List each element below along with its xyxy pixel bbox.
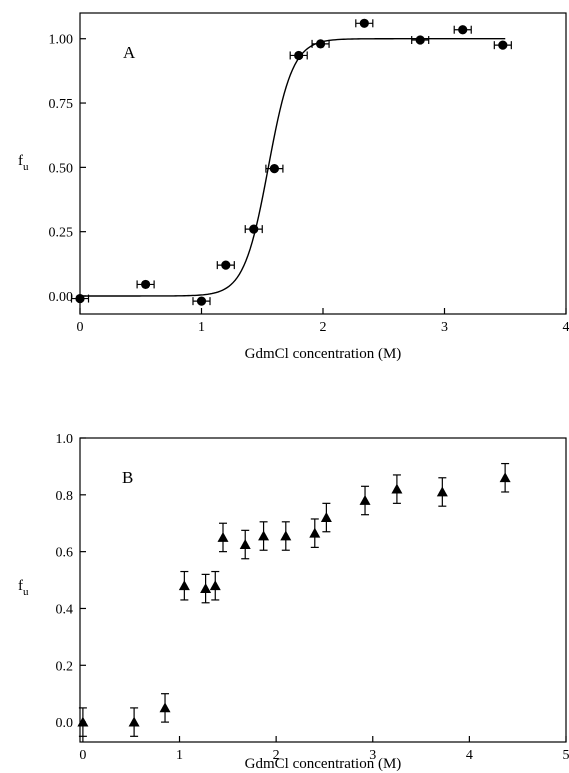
y-tick-label: 0.2	[56, 659, 74, 674]
data-point	[294, 50, 304, 61]
x-tick-label: 4	[466, 748, 473, 763]
x-tick-label: 2	[320, 320, 327, 335]
data-point	[209, 580, 221, 591]
y-tick-label: 0.50	[49, 161, 74, 176]
panel-b-ticks: 0 1 2 3 4 5 0.0 0.2 0.4 0.6 0.8 1.0	[56, 432, 569, 763]
data-point	[178, 580, 190, 591]
data-point	[315, 39, 326, 49]
panel-b-label: B	[122, 468, 133, 487]
panel-a-plot-frame	[79, 12, 567, 315]
y-tick-label: 0.0	[56, 716, 74, 731]
x-tick-label: 0	[79, 748, 86, 763]
data-point	[436, 486, 448, 497]
x-tick-label: 4	[563, 320, 569, 335]
x-tick-label: 0	[77, 320, 84, 335]
panel-b-points	[77, 462, 511, 737]
data-point	[359, 18, 369, 28]
y-tick-label: 0.4	[56, 602, 74, 617]
panel-a-points	[70, 18, 512, 306]
y-tick-label: 0.00	[49, 290, 74, 305]
panel-a-ticks: 0 1 2 3 4 0.00 0.25 0.50 0.75 1.00	[49, 33, 569, 335]
y-tick-label: 1.00	[49, 33, 74, 48]
panel-a-fit-curve	[80, 38, 506, 297]
data-point	[391, 483, 403, 494]
data-point	[217, 531, 229, 542]
x-tick-label: 5	[563, 748, 569, 763]
y-tick-label: 0.6	[56, 546, 74, 561]
panel-b-plot-frame	[79, 437, 567, 743]
data-point	[498, 40, 508, 50]
panel-b-y-axis-subscript: u	[23, 586, 29, 598]
data-point	[320, 512, 332, 522]
panel-a: 0 1 2 3 4 0.00 0.25 0.50 0.75 1.00 A fu GdmCl con…	[18, 12, 569, 362]
panel-b-x-axis-label: GdmCl concentration (M)	[245, 756, 402, 772]
data-point	[309, 527, 321, 538]
data-point	[249, 224, 259, 234]
panel-b-y-axis-label: fu	[18, 578, 29, 598]
panel-a-y-axis-subscript: u	[23, 161, 29, 173]
x-tick-label: 3	[369, 748, 376, 763]
data-point	[499, 472, 511, 483]
y-tick-label: 0.25	[49, 226, 74, 241]
data-point	[221, 260, 231, 270]
data-point	[141, 279, 151, 290]
data-point	[77, 716, 89, 727]
data-point	[280, 530, 292, 541]
data-point	[269, 164, 279, 174]
data-point	[159, 702, 171, 713]
panel-b: 0 1 2 3 4 5 0.0 0.2 0.4 0.6 0.8 1.0 B fu GdmCl conc…	[18, 432, 569, 772]
data-point	[415, 35, 425, 45]
data-point	[196, 296, 207, 306]
data-point	[128, 716, 140, 727]
panel-a-y-axis-label: fu	[18, 153, 29, 173]
y-tick-label: 1.0	[56, 432, 74, 447]
data-point	[258, 530, 270, 541]
x-tick-label: 3	[441, 320, 448, 335]
y-tick-label: 0.75	[49, 97, 74, 112]
data-point	[458, 25, 468, 35]
panel-a-label: A	[123, 43, 136, 62]
data-point	[200, 583, 212, 593]
x-tick-label: 2	[273, 748, 280, 763]
data-point	[359, 495, 371, 505]
y-tick-label: 0.8	[56, 489, 74, 504]
panel-a-x-axis-label: GdmCl concentration (M)	[245, 346, 402, 362]
data-point	[239, 539, 251, 549]
data-point	[75, 293, 85, 304]
x-tick-label: 1	[176, 748, 183, 763]
x-tick-label: 1	[198, 320, 205, 335]
